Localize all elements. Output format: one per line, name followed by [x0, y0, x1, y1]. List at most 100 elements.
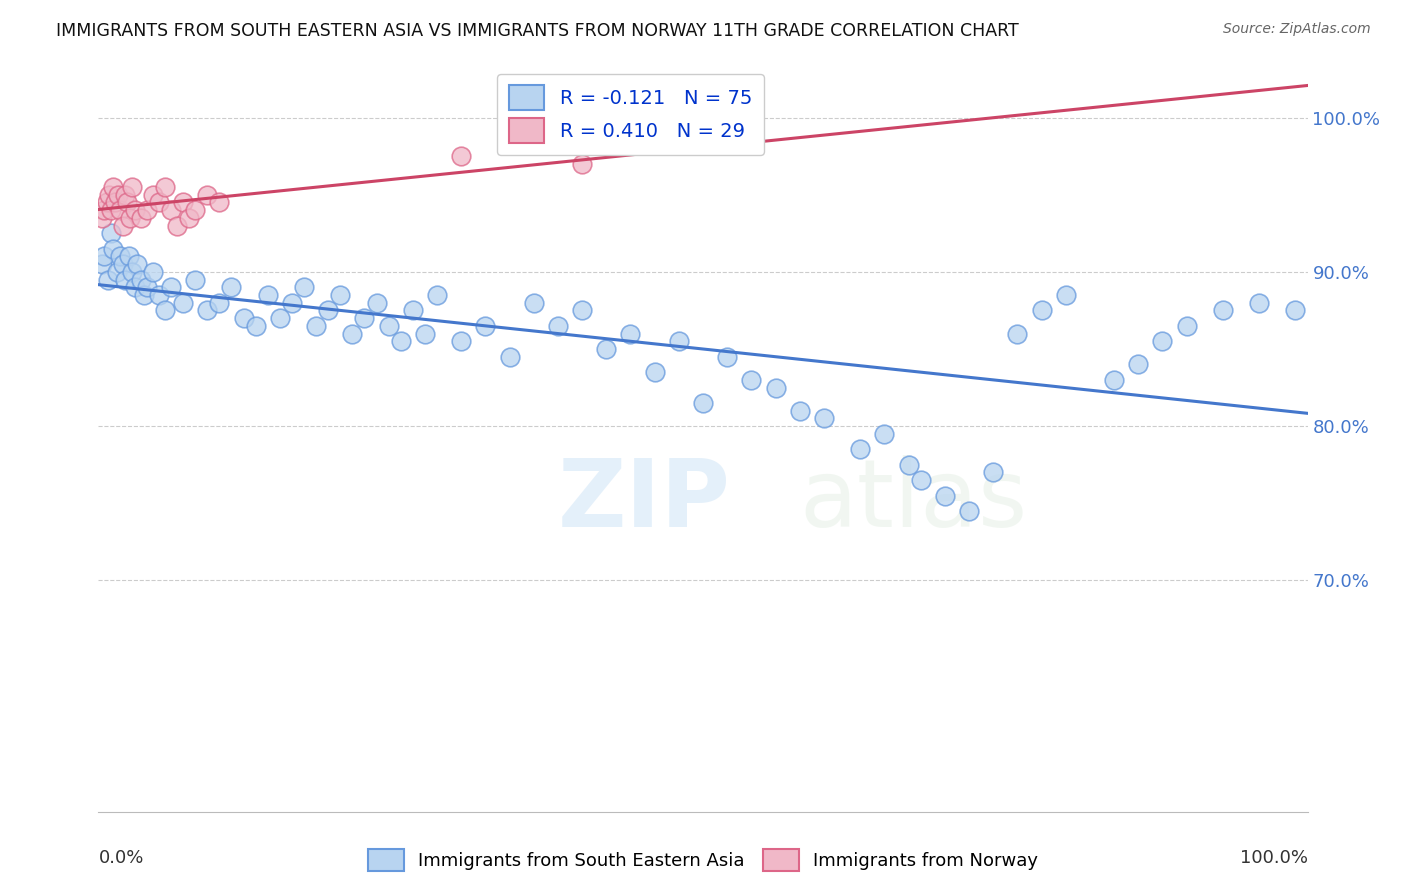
Point: [124, 280, 146, 294]
Point: [329, 288, 352, 302]
Point: [114, 187, 136, 202]
Point: [910, 473, 932, 487]
Point: [342, 326, 364, 341]
Point: [93, 203, 115, 218]
Point: [389, 334, 412, 349]
Point: [1007, 326, 1029, 341]
Point: [292, 280, 315, 294]
Point: [124, 203, 146, 218]
Point: [117, 195, 139, 210]
Point: [789, 403, 811, 417]
Point: [316, 303, 339, 318]
Point: [160, 203, 183, 218]
Point: [96, 195, 118, 210]
Point: [129, 211, 152, 225]
Text: 0.0%: 0.0%: [98, 849, 143, 867]
Point: [129, 272, 152, 286]
Point: [135, 203, 157, 218]
Point: [121, 180, 143, 194]
Text: Source: ZipAtlas.com: Source: ZipAtlas.com: [1223, 22, 1371, 37]
Point: [195, 303, 218, 318]
Point: [172, 195, 194, 210]
Point: [93, 250, 115, 264]
Point: [232, 311, 254, 326]
Point: [571, 157, 593, 171]
Point: [148, 195, 170, 210]
Point: [98, 187, 121, 202]
Point: [208, 195, 231, 210]
Point: [957, 504, 980, 518]
Point: [692, 396, 714, 410]
Point: [1284, 303, 1306, 318]
Point: [716, 350, 738, 364]
Point: [897, 458, 920, 472]
Point: [107, 187, 129, 202]
Point: [111, 257, 134, 271]
Point: [104, 195, 127, 210]
Point: [873, 426, 896, 441]
Point: [1249, 295, 1271, 310]
Point: [148, 288, 170, 302]
Point: [1054, 288, 1077, 302]
Point: [101, 180, 124, 194]
Point: [97, 272, 120, 286]
Point: [849, 442, 872, 457]
Point: [256, 288, 278, 302]
Point: [208, 295, 231, 310]
Legend: R = -0.121   N = 75, R = 0.410   N = 29: R = -0.121 N = 75, R = 0.410 N = 29: [498, 74, 763, 154]
Point: [1031, 303, 1053, 318]
Point: [981, 466, 1004, 480]
Point: [127, 257, 149, 271]
Point: [121, 265, 143, 279]
Point: [108, 250, 131, 264]
Point: [179, 211, 201, 225]
Point: [377, 318, 399, 333]
Point: [153, 303, 176, 318]
Point: [184, 203, 207, 218]
Point: [111, 219, 134, 233]
Text: atlas: atlas: [800, 455, 1028, 547]
Point: [91, 257, 114, 271]
Point: [134, 288, 156, 302]
Legend: Immigrants from South Eastern Asia, Immigrants from Norway: Immigrants from South Eastern Asia, Immi…: [360, 842, 1046, 879]
Point: [166, 219, 188, 233]
Point: [1128, 358, 1150, 372]
Point: [547, 318, 569, 333]
Point: [1102, 373, 1125, 387]
Point: [619, 326, 641, 341]
Point: [450, 334, 472, 349]
Point: [413, 326, 436, 341]
Point: [498, 350, 520, 364]
Point: [402, 303, 425, 318]
Point: [269, 311, 291, 326]
Point: [1175, 318, 1198, 333]
Point: [571, 303, 593, 318]
Point: [523, 295, 546, 310]
Point: [474, 318, 496, 333]
Text: ZIP: ZIP: [558, 455, 731, 547]
Point: [740, 373, 762, 387]
Point: [813, 411, 835, 425]
Point: [105, 265, 128, 279]
Point: [353, 311, 375, 326]
Point: [305, 318, 328, 333]
Point: [366, 295, 388, 310]
Point: [160, 280, 183, 294]
Point: [245, 318, 267, 333]
Point: [142, 265, 165, 279]
Point: [668, 334, 690, 349]
Point: [118, 211, 141, 225]
Point: [765, 380, 787, 394]
Point: [426, 288, 449, 302]
Point: [101, 242, 124, 256]
Point: [91, 211, 114, 225]
Point: [184, 272, 207, 286]
Point: [172, 295, 194, 310]
Point: [195, 187, 218, 202]
Text: 100.0%: 100.0%: [1240, 849, 1308, 867]
Text: IMMIGRANTS FROM SOUTH EASTERN ASIA VS IMMIGRANTS FROM NORWAY 11TH GRADE CORRELAT: IMMIGRANTS FROM SOUTH EASTERN ASIA VS IM…: [56, 22, 1019, 40]
Point: [153, 180, 176, 194]
Point: [114, 272, 136, 286]
Point: [100, 227, 122, 241]
Point: [108, 203, 131, 218]
